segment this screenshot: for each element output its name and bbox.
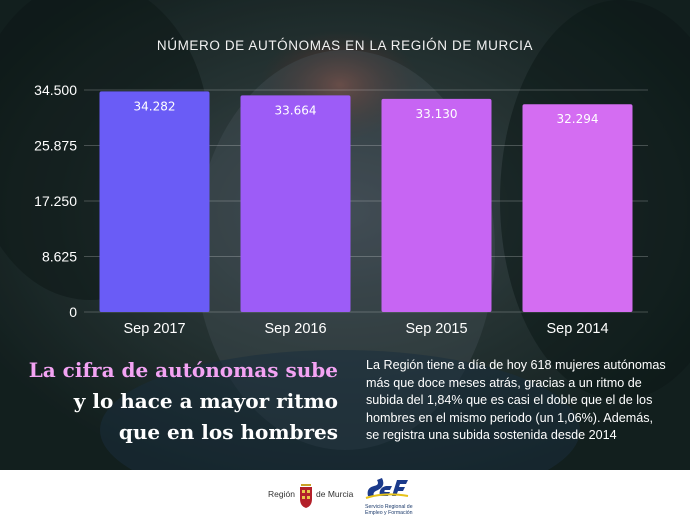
bar — [522, 104, 633, 312]
sef-logo-line-1: Servicio Regional de — [365, 504, 413, 510]
coat-of-arms-icon — [300, 484, 312, 508]
data-label: 34.282 — [134, 99, 176, 113]
y-tick-label: 0 — [69, 304, 77, 320]
sef-logo: Servicio Regional de Empleo y Formación — [362, 474, 432, 516]
y-tick-label: 17.250 — [34, 193, 77, 209]
x-tick-label: Sep 2016 — [264, 321, 326, 337]
region-logo-left-text: Región — [268, 489, 295, 499]
bar — [381, 98, 492, 313]
bar — [240, 95, 351, 312]
data-label: 33.130 — [416, 107, 458, 121]
chart-title: NÚMERO DE AUTÓNOMAS EN LA REGIÓN DE MURC… — [156, 38, 534, 53]
x-tick-label: Sep 2017 — [123, 321, 185, 337]
y-tick-label: 25.875 — [34, 138, 77, 154]
bars — [99, 91, 633, 313]
region-logo-right-text: de Murcia — [316, 489, 354, 499]
headline-line-3: que en los hombres — [118, 420, 338, 444]
footer: Región de Murcia Servicio Regional de Em… — [0, 470, 690, 518]
data-labels: 34.282 33.664 33.130 32.294 — [134, 99, 599, 126]
data-label: 33.664 — [275, 103, 317, 117]
x-tick-label: Sep 2015 — [405, 321, 467, 337]
sef-logo-line-2: Empleo y Formación — [365, 510, 413, 516]
bar — [99, 91, 210, 312]
headline-line-2: y lo hace a mayor ritmo — [73, 389, 338, 413]
y-tick-label: 8.625 — [42, 249, 77, 265]
body-text: La Región tiene a día de hoy 618 mujeres… — [366, 358, 666, 443]
y-axis-ticks: 0 8.625 17.250 25.875 34.500 — [34, 82, 77, 320]
headline: La cifra de autónomas sube y lo hace a m… — [0, 355, 338, 448]
x-tick-label: Sep 2014 — [546, 321, 608, 337]
data-label: 32.294 — [557, 112, 599, 126]
y-tick-label: 34.500 — [34, 82, 77, 98]
sef-mark-icon — [365, 478, 409, 499]
x-axis-ticks: Sep 2017 Sep 2016 Sep 2015 Sep 2014 — [123, 321, 608, 337]
headline-line-1: La cifra de autónomas sube — [28, 358, 338, 382]
